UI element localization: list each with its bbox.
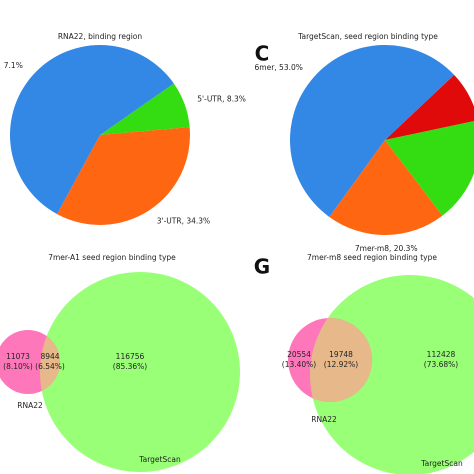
region-count: 19748 xyxy=(329,350,353,359)
region-percent: (6.54%) xyxy=(35,362,65,371)
region-percent: (12.92%) xyxy=(324,360,359,369)
pie-slice xyxy=(10,45,174,215)
region-count: 112428 xyxy=(427,350,456,359)
region-percent: (85.36%) xyxy=(113,362,148,371)
region-count: 20554 xyxy=(287,350,311,359)
region-percent: (73.68%) xyxy=(424,360,459,369)
chart-title: 7mer-m8 seed region binding type xyxy=(307,253,437,262)
set-label: TargetScan xyxy=(420,459,463,468)
region-count: 8944 xyxy=(40,352,59,361)
slice-label: 7mer-m8, 20.3% xyxy=(355,244,418,253)
slice-label: 6mer, 53.0% xyxy=(255,63,303,72)
chart-title: 7mer-A1 seed region binding type xyxy=(48,253,176,262)
chart-title: RNA22, binding region xyxy=(58,32,143,41)
pie-slice xyxy=(385,74,474,140)
pie-slice xyxy=(290,45,455,217)
slice-label: 3'-UTR, 34.3% xyxy=(157,217,210,226)
set-label: TargetScan xyxy=(138,455,181,464)
set-label: RNA22 xyxy=(311,415,337,424)
panel-letter: C xyxy=(255,42,270,66)
pie-slice xyxy=(100,83,190,135)
region-percent: (8.10%) xyxy=(3,362,33,371)
region-count: 116756 xyxy=(116,352,145,361)
pie-slice xyxy=(57,127,190,225)
chart-title: TargetScan, seed region binding type xyxy=(297,32,438,41)
set-label: RNA22 xyxy=(17,401,43,410)
pie-slice xyxy=(385,121,474,216)
region-percent: (13.40%) xyxy=(282,360,317,369)
slice-label: 5'-UTR, 8.3% xyxy=(197,95,246,104)
pie-slice xyxy=(329,140,443,236)
venn-set xyxy=(40,272,240,472)
region-count: 11073 xyxy=(6,352,30,361)
panel-letter: G xyxy=(254,255,270,279)
slice-label: 7.1% xyxy=(4,61,23,70)
